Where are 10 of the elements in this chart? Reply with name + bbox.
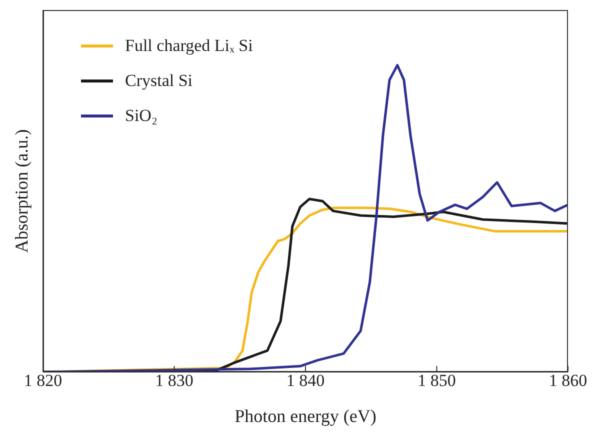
x-tick-label: 1 830 [155,371,194,390]
legend-label: Crystal Si [125,70,193,90]
x-tick-label: 1 840 [286,371,325,390]
x-tick-label: 1 850 [418,371,456,390]
x-axis-title: Photon energy (eV) [234,406,376,426]
legend-label: SiO₂ [125,106,158,124]
y-axis-title: Absorption (a.u.) [11,129,32,253]
x-tick-label: 1 860 [548,371,588,390]
x-tick-label: 1 820 [24,371,62,390]
legend-label: Full charged Liₓ Si [125,36,253,54]
